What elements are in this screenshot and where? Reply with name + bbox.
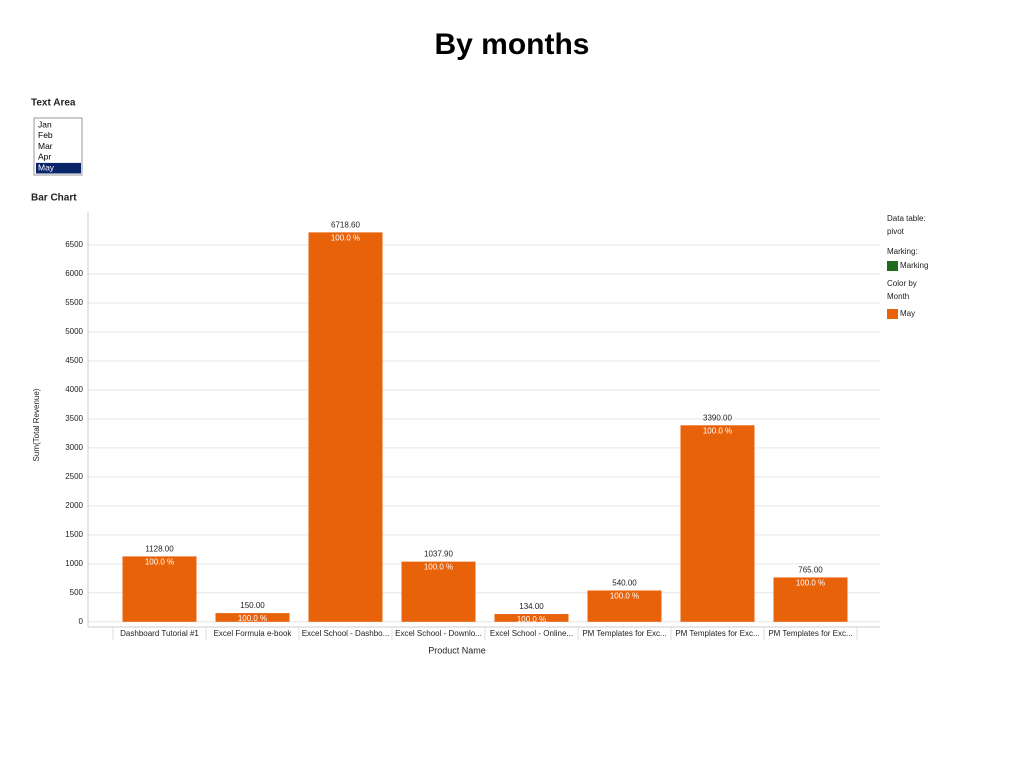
y-tick-label: 1000 <box>65 559 83 568</box>
bar <box>680 425 755 622</box>
list-item[interactable]: Apr <box>38 152 51 162</box>
x-axis-title: Product Name <box>428 645 486 655</box>
page-title: By months <box>434 28 589 61</box>
text-area-label: Text Area <box>31 98 76 109</box>
legend-text: Marking: <box>887 247 918 256</box>
x-tick-label: Dashboard Tutorial #1 <box>120 629 199 638</box>
list-item[interactable]: May <box>38 162 55 172</box>
y-tick-label: 3000 <box>65 443 83 452</box>
value-label: 6718.60 <box>331 220 360 229</box>
legend-entry: May <box>900 309 915 318</box>
legend-swatch <box>887 261 898 271</box>
share-label: 100.0 % <box>796 579 825 588</box>
y-tick-label: 3500 <box>65 414 83 423</box>
y-tick-label: 2500 <box>65 472 83 481</box>
share-label: 100.0 % <box>331 233 360 242</box>
y-tick-label: 2000 <box>65 501 83 510</box>
bar <box>122 556 197 622</box>
x-tick-label: PM Templates for Exc... <box>768 629 852 638</box>
legend-text: Month <box>887 292 909 301</box>
x-tick-label: Excel School - Online... <box>490 629 573 638</box>
share-label: 100.0 % <box>145 558 174 567</box>
share-label: 100.0 % <box>703 426 732 435</box>
bar <box>401 561 476 622</box>
x-tick-label: Excel Formula e-book <box>214 629 293 638</box>
y-tick-label: 4500 <box>65 356 83 365</box>
share-label: 100.0 % <box>424 563 453 572</box>
list-item-selected <box>36 162 81 174</box>
value-label: 150.00 <box>240 601 265 610</box>
y-tick-label: 6500 <box>65 240 83 249</box>
legend-text: Data table: <box>887 214 926 223</box>
value-label: 3390.00 <box>703 413 732 422</box>
x-tick-label: PM Templates for Exc... <box>582 629 666 638</box>
share-label: 100.0 % <box>238 614 267 623</box>
y-tick-label: 500 <box>70 588 84 597</box>
x-tick-label: PM Templates for Exc... <box>675 629 759 638</box>
y-axis-title: Sum(Total Revenue) <box>32 388 41 461</box>
y-tick-label: 0 <box>79 617 84 626</box>
x-tick-label: Excel School - Dashbo... <box>302 629 390 638</box>
x-tick-label: Excel School - Downlo... <box>395 629 482 638</box>
bar <box>308 232 383 622</box>
y-tick-label: 4000 <box>65 385 83 394</box>
list-item[interactable]: Jan <box>38 119 52 129</box>
y-tick-label: 6000 <box>65 269 83 278</box>
y-tick-label: 5000 <box>65 327 83 336</box>
value-label: 540.00 <box>612 579 637 588</box>
legend-text: Color by <box>887 279 917 288</box>
bar-chart-label: Bar Chart <box>31 193 77 204</box>
value-label: 765.00 <box>798 566 823 575</box>
bar <box>215 613 290 622</box>
bar <box>494 614 569 622</box>
list-item[interactable]: Mar <box>38 141 53 151</box>
list-item[interactable]: Feb <box>38 130 53 140</box>
value-label: 1037.90 <box>424 550 453 559</box>
bar <box>587 590 662 622</box>
bar <box>773 577 848 622</box>
legend-swatch <box>887 309 898 319</box>
value-label: 1128.00 <box>145 545 174 554</box>
y-tick-label: 5500 <box>65 298 83 307</box>
value-label: 134.00 <box>519 602 544 611</box>
share-label: 100.0 % <box>517 615 546 624</box>
legend-text: pivot <box>887 227 905 236</box>
share-label: 100.0 % <box>610 592 639 601</box>
legend-text: Marking <box>900 261 928 270</box>
y-tick-label: 1500 <box>65 530 83 539</box>
